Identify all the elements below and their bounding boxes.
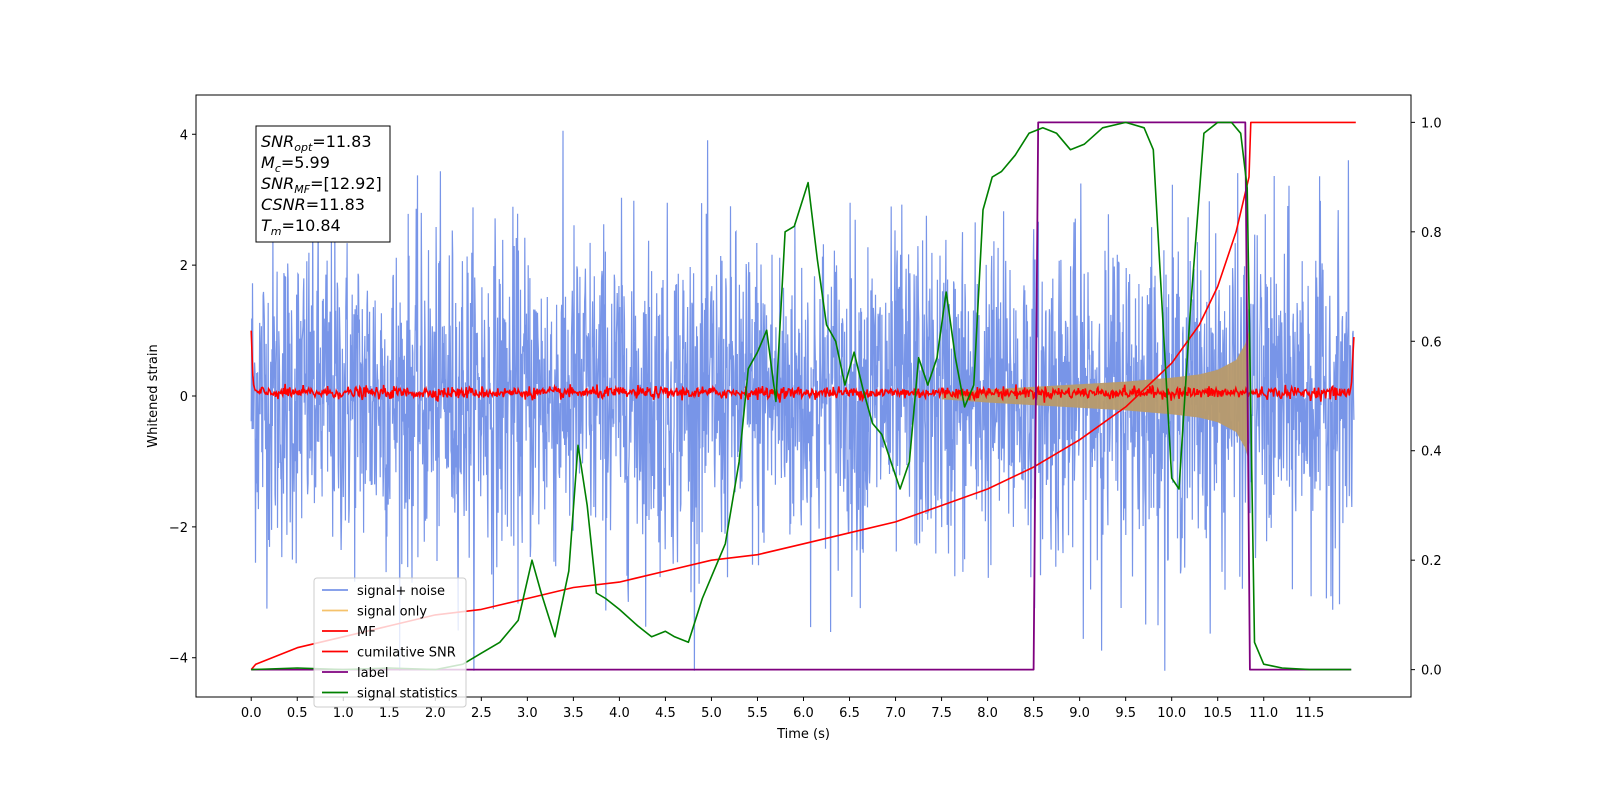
y2-tick-label: 0.0	[1421, 664, 1442, 679]
legend-entry: signal only	[357, 605, 427, 620]
series-signal-plus-noise	[250, 130, 1355, 671]
x-tick-label: 2.0	[425, 706, 446, 721]
legend-entry: signal+ noise	[357, 584, 445, 599]
x-tick-label: 8.0	[977, 706, 998, 721]
y-axis-label: Whitened strain	[146, 344, 161, 447]
series-signal-only	[941, 330, 1249, 462]
x-tick-label: 5.5	[747, 706, 768, 721]
x-tick-label: 8.5	[1023, 706, 1044, 721]
y2-tick-label: 0.8	[1421, 226, 1442, 241]
y-tick-label: −2	[169, 521, 188, 536]
y-tick-label: −4	[169, 652, 188, 667]
x-tick-label: 4.5	[655, 706, 676, 721]
y-tick-label: 4	[180, 128, 188, 143]
legend-entry: cumilative SNR	[357, 646, 456, 661]
x-tick-label: 1.0	[333, 706, 354, 721]
legend-entry: label	[357, 666, 388, 681]
legend-entry: MF	[357, 625, 376, 640]
y-axis-right: 0.0 0.2 0.4 0.6 0.8 1.0	[1411, 116, 1442, 679]
signal-only-envelope	[941, 330, 1249, 462]
y2-tick-label: 0.6	[1421, 335, 1442, 350]
x-tick-label: 9.5	[1115, 706, 1136, 721]
y2-tick-label: 0.2	[1421, 554, 1442, 569]
x-tick-label: 2.5	[471, 706, 492, 721]
x-tick-label: 11.0	[1249, 706, 1278, 721]
x-tick-label: 0.5	[287, 706, 308, 721]
x-tick-label: 5.0	[701, 706, 722, 721]
x-tick-label: 7.5	[931, 706, 952, 721]
y-axis-left: −4 −2 0 2 4	[169, 128, 196, 667]
x-tick-label: 6.5	[839, 706, 860, 721]
x-tick-label: 10.5	[1203, 706, 1232, 721]
x-tick-label: 10.0	[1157, 706, 1186, 721]
stats-line	[251, 121, 1352, 671]
info-line: Tm=10.84	[261, 216, 341, 238]
x-tick-label: 3.0	[517, 706, 538, 721]
y2-tick-label: 0.4	[1421, 445, 1442, 460]
y2-tick-label: 1.0	[1421, 116, 1442, 131]
info-line: SNRopt=11.83	[261, 132, 372, 154]
x-axis: 0.0 0.5 1.0 1.5 2.0 2.5 3.0 3.5 4.0 4.5 5.0 5.5 6.0 6…	[241, 697, 1324, 721]
legend-entry: signal statistics	[357, 687, 458, 702]
x-tick-label: 7.0	[885, 706, 906, 721]
legend-frame	[313, 577, 467, 708]
x-tick-label: 9.0	[1069, 706, 1090, 721]
y-tick-label: 0	[180, 390, 188, 405]
x-tick-label: 4.0	[609, 706, 630, 721]
x-axis-label: Time (s)	[776, 727, 830, 742]
series-mf	[250, 330, 1355, 403]
y-tick-label: 2	[180, 259, 188, 274]
info-box: SNRopt=11.83Mc=5.99SNRMF=[12.92]CSNR=11.…	[255, 125, 391, 243]
label-line	[251, 121, 1352, 671]
x-tick-label: 1.5	[379, 706, 400, 721]
x-tick-label: 6.0	[793, 706, 814, 721]
info-line: CSNR=11.83	[261, 195, 365, 214]
info-box-frame	[255, 125, 391, 243]
x-tick-label: 0.0	[241, 706, 262, 721]
info-line: SNRMF=[12.92]	[261, 174, 382, 196]
mf-line	[250, 330, 1355, 403]
legend: signal+ noise signal only MF cumilative SNR…	[313, 577, 467, 708]
series-label	[251, 121, 1352, 671]
x-tick-label: 11.5	[1295, 706, 1324, 721]
signal-plus-noise-line	[250, 130, 1355, 671]
series-signal-statistics	[251, 121, 1352, 671]
x-tick-label: 3.5	[563, 706, 584, 721]
info-line: Mc=5.99	[261, 153, 330, 175]
